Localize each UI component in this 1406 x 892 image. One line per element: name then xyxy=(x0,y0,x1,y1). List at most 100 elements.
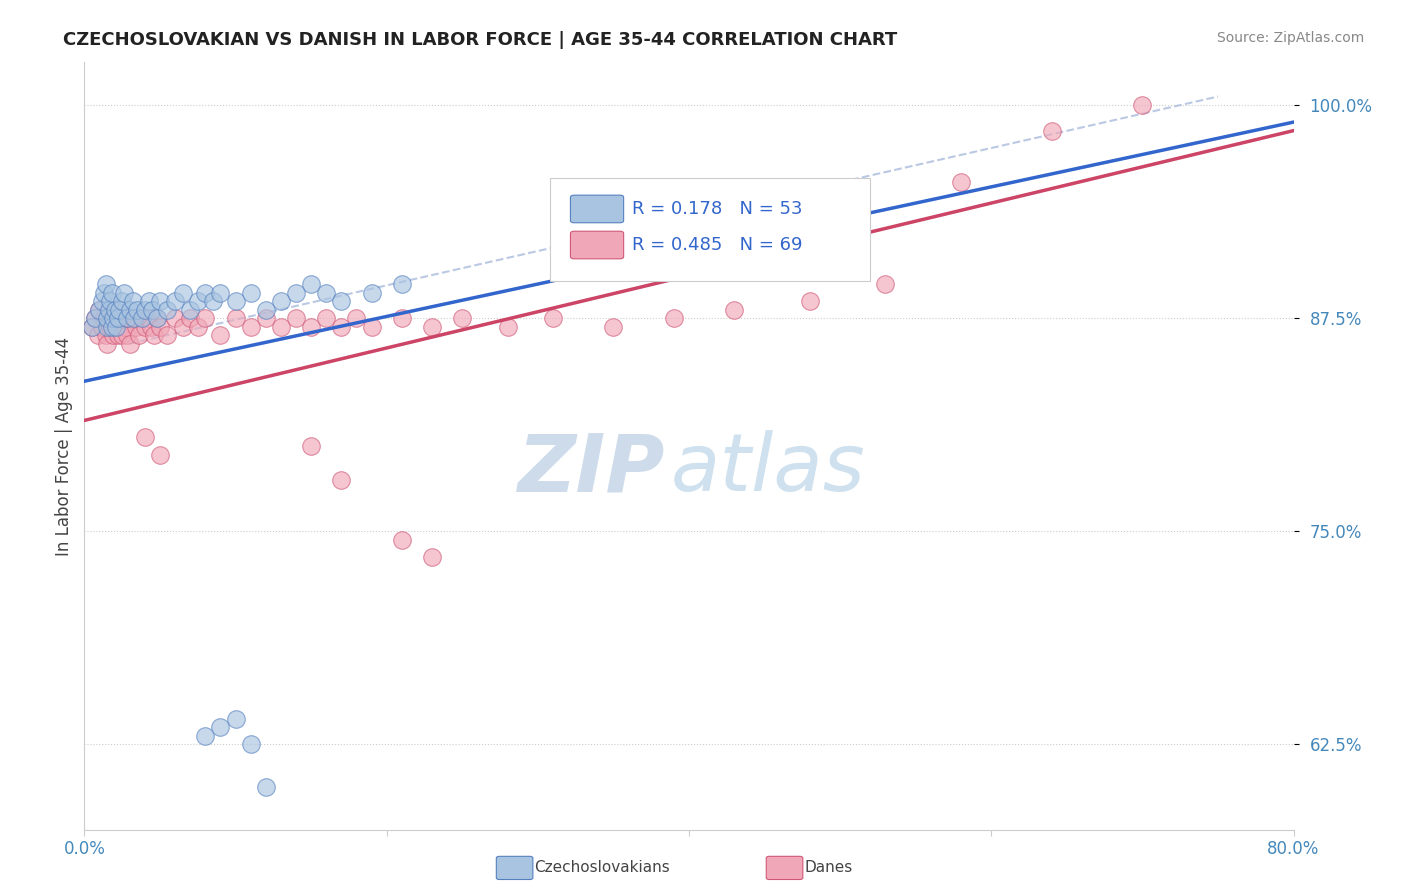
Point xyxy=(270,319,292,334)
Point xyxy=(194,311,217,326)
Point xyxy=(146,311,169,326)
Point xyxy=(91,319,114,334)
Point xyxy=(225,294,247,309)
Text: ZIP: ZIP xyxy=(517,430,665,508)
Point xyxy=(239,319,262,334)
Point xyxy=(118,336,141,351)
Point xyxy=(100,285,122,300)
Point xyxy=(97,311,120,326)
FancyBboxPatch shape xyxy=(571,231,624,259)
FancyBboxPatch shape xyxy=(550,178,870,281)
Point xyxy=(114,319,136,334)
Point xyxy=(96,336,118,351)
Y-axis label: In Labor Force | Age 35-44: In Labor Force | Age 35-44 xyxy=(55,336,73,556)
Point xyxy=(100,319,122,334)
Text: Danes: Danes xyxy=(804,860,852,874)
Point xyxy=(98,319,121,334)
Point xyxy=(80,319,103,334)
Point xyxy=(94,277,117,291)
Point xyxy=(156,302,179,317)
Point xyxy=(93,285,115,300)
Text: R = 0.485   N = 69: R = 0.485 N = 69 xyxy=(633,236,803,254)
Point xyxy=(84,311,107,326)
Point xyxy=(201,294,224,309)
Point xyxy=(108,302,131,317)
Point xyxy=(112,311,135,326)
Point xyxy=(254,780,277,794)
Point xyxy=(285,311,308,326)
Point xyxy=(118,302,141,317)
Point xyxy=(496,319,519,334)
Point xyxy=(91,294,114,309)
Point xyxy=(96,311,118,326)
Point xyxy=(541,311,564,326)
Point xyxy=(254,302,277,317)
Point xyxy=(149,448,172,462)
Point xyxy=(209,285,232,300)
Point xyxy=(179,302,201,317)
Point xyxy=(187,319,209,334)
Point xyxy=(209,720,232,734)
Point xyxy=(141,302,163,317)
Point xyxy=(391,277,413,291)
Point xyxy=(799,294,821,309)
Point xyxy=(315,285,337,300)
Point xyxy=(662,311,685,326)
Point xyxy=(134,430,156,444)
Point xyxy=(112,285,135,300)
Point xyxy=(172,319,194,334)
Point xyxy=(950,175,973,189)
Point xyxy=(94,328,117,343)
Point xyxy=(108,311,131,326)
Point xyxy=(131,311,153,326)
Point xyxy=(420,549,443,564)
Point xyxy=(122,311,145,326)
Point xyxy=(285,285,308,300)
Point xyxy=(117,311,139,326)
Text: R = 0.178   N = 53: R = 0.178 N = 53 xyxy=(633,200,803,218)
Point xyxy=(115,311,138,326)
Point xyxy=(330,319,353,334)
Point xyxy=(172,285,194,300)
Point xyxy=(299,439,322,453)
Point xyxy=(101,311,124,326)
Point xyxy=(84,311,107,326)
Point xyxy=(360,285,382,300)
Point xyxy=(107,311,129,326)
Point xyxy=(107,328,129,343)
Point xyxy=(146,311,169,326)
Point xyxy=(121,311,143,326)
Point xyxy=(330,294,353,309)
Point xyxy=(209,328,232,343)
Point xyxy=(98,294,121,309)
Point xyxy=(128,328,150,343)
Point xyxy=(110,319,132,334)
Point xyxy=(134,302,156,317)
Point xyxy=(391,311,413,326)
Point xyxy=(346,311,368,326)
Point xyxy=(330,473,353,487)
Point xyxy=(93,311,115,326)
Point xyxy=(451,311,474,326)
Point xyxy=(105,319,128,334)
Point xyxy=(111,328,134,343)
Point xyxy=(1130,98,1153,112)
Point xyxy=(156,328,179,343)
Point xyxy=(134,319,156,334)
Point xyxy=(142,328,165,343)
Text: Source: ZipAtlas.com: Source: ZipAtlas.com xyxy=(1216,31,1364,45)
Point xyxy=(194,285,217,300)
Point xyxy=(121,294,143,309)
Point xyxy=(239,285,262,300)
Point xyxy=(165,294,187,309)
Point xyxy=(89,302,111,317)
Point xyxy=(136,311,159,326)
Point xyxy=(149,319,172,334)
Point xyxy=(299,277,322,291)
Point xyxy=(96,319,118,334)
Text: CZECHOSLOVAKIAN VS DANISH IN LABOR FORCE | AGE 35-44 CORRELATION CHART: CZECHOSLOVAKIAN VS DANISH IN LABOR FORCE… xyxy=(63,31,897,49)
Point xyxy=(149,294,172,309)
Point xyxy=(165,311,187,326)
Point xyxy=(225,712,247,726)
Point xyxy=(420,319,443,334)
